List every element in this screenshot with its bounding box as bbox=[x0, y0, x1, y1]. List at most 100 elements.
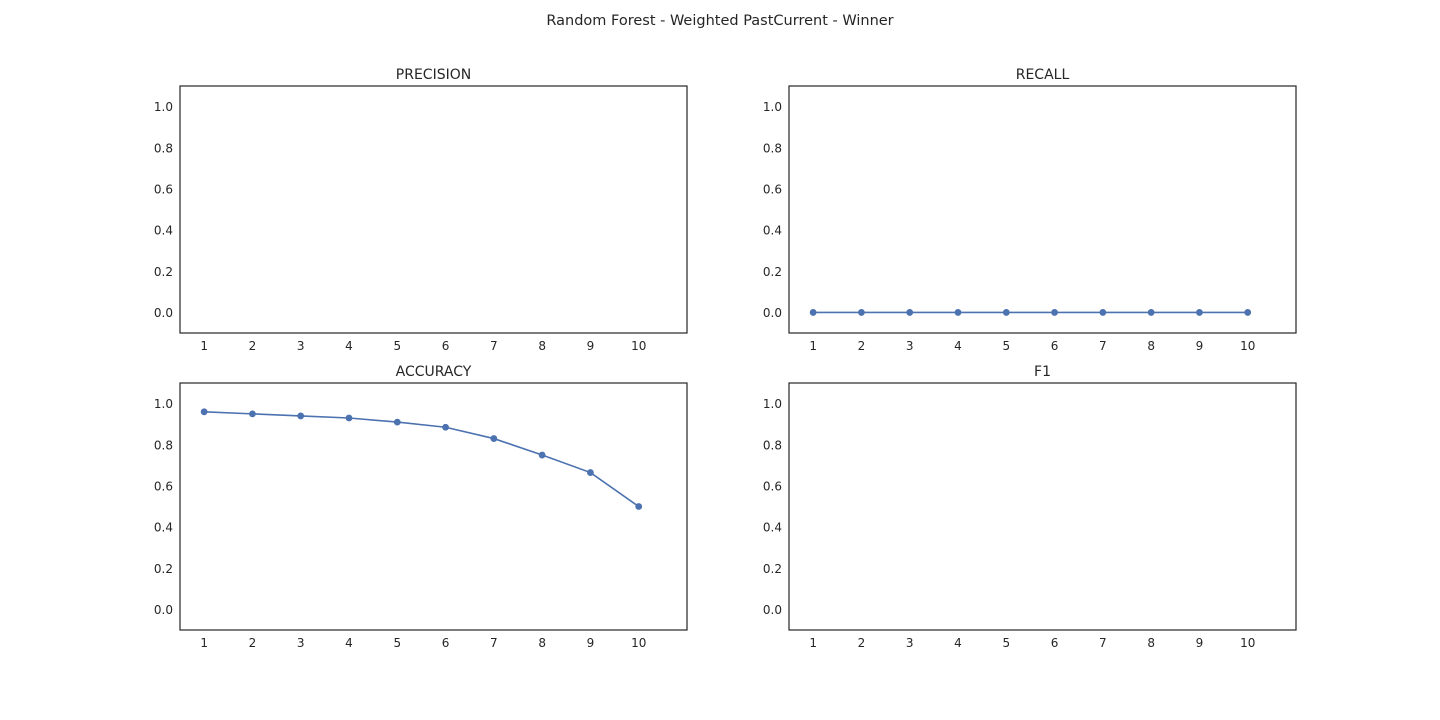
y-tick-label: 0.8 bbox=[763, 438, 782, 452]
y-tick-label: 0.4 bbox=[154, 224, 173, 238]
x-tick-label: 7 bbox=[1099, 339, 1107, 353]
subplot-title-precision: PRECISION bbox=[396, 67, 471, 83]
plot-area-accuracy bbox=[179, 382, 688, 631]
x-tick-label: 5 bbox=[1002, 339, 1010, 353]
series-line-accuracy bbox=[204, 411, 640, 508]
subplot-title-f1: F1 bbox=[1034, 364, 1051, 380]
x-tick-label: 3 bbox=[297, 636, 305, 650]
x-tick-label: 8 bbox=[538, 636, 546, 650]
plot-area-recall bbox=[788, 85, 1297, 334]
y-tick-label: 0.8 bbox=[154, 141, 173, 155]
x-tick-label: 4 bbox=[954, 339, 962, 353]
data-point bbox=[1002, 309, 1010, 316]
y-tick-label: 0.4 bbox=[154, 521, 173, 535]
subplot-title-accuracy: ACCURACY bbox=[396, 364, 472, 380]
y-tick-label: 0.6 bbox=[763, 479, 782, 493]
x-tick-label: 3 bbox=[906, 636, 914, 650]
x-tick-label: 9 bbox=[587, 339, 595, 353]
x-tick-label: 8 bbox=[538, 339, 546, 353]
subplot-f1: F1 1 2 3 4 5 6 7 8 9 10 0.0 0.2 0.4 0.6 0.8 1.0 bbox=[763, 364, 1297, 650]
figure-title: Random Forest - Weighted PastCurrent - W… bbox=[546, 13, 893, 29]
x-tick-label: 3 bbox=[297, 339, 305, 353]
data-point bbox=[345, 414, 353, 422]
y-tick-label: 0.8 bbox=[763, 141, 782, 155]
y-tick-label: 1.0 bbox=[154, 397, 173, 411]
x-tick-label: 2 bbox=[858, 339, 866, 353]
y-tick-label: 0.8 bbox=[154, 438, 173, 452]
x-tick-label: 1 bbox=[809, 339, 817, 353]
x-tick-label: 9 bbox=[1196, 636, 1204, 650]
y-tick-label: 0.2 bbox=[763, 265, 782, 279]
x-tick-label: 5 bbox=[1002, 636, 1010, 650]
y-tick-label: 0.0 bbox=[763, 306, 782, 320]
subplot-precision: PRECISION 1 2 3 4 5 6 7 8 9 10 0.0 0.2 0.4 0.6 0.8 1.0 bbox=[154, 67, 688, 353]
y-tick-label: 1.0 bbox=[763, 397, 782, 411]
y-tick-label: 0.0 bbox=[154, 603, 173, 617]
subplot-title-recall: RECALL bbox=[1016, 67, 1070, 83]
data-point bbox=[809, 309, 817, 316]
data-point bbox=[635, 503, 643, 510]
subplot-recall: RECALL 1 2 3 4 5 6 7 8 9 10 0.0 0.2 0.4 0.6 0.8 1.0 bbox=[763, 67, 1297, 353]
data-point bbox=[858, 309, 865, 316]
x-tick-label: 1 bbox=[200, 339, 208, 353]
plot-area-precision bbox=[179, 85, 688, 334]
subplot-accuracy: ACCURACY 1 2 3 4 5 6 7 8 9 10 0.0 0.2 0.4 0.6 0.8 1.0 bbox=[154, 364, 688, 650]
data-point bbox=[297, 412, 305, 420]
y-tick-label: 0.6 bbox=[763, 182, 782, 196]
plot-area-f1 bbox=[788, 382, 1297, 631]
y-tick-label: 0.2 bbox=[154, 562, 173, 576]
x-tick-label: 9 bbox=[1196, 339, 1204, 353]
x-tick-label: 10 bbox=[631, 339, 646, 353]
data-point bbox=[906, 309, 914, 316]
x-tick-label: 7 bbox=[1099, 636, 1107, 650]
y-tick-label: 0.6 bbox=[154, 182, 173, 196]
data-point bbox=[1147, 309, 1155, 316]
y-tick-label: 1.0 bbox=[154, 100, 173, 114]
x-tick-label: 7 bbox=[490, 636, 498, 650]
y-tick-label: 0.0 bbox=[154, 306, 173, 320]
data-point bbox=[1244, 309, 1252, 316]
x-tick-label: 2 bbox=[858, 636, 866, 650]
data-point bbox=[1196, 309, 1203, 316]
data-point bbox=[954, 309, 962, 316]
data-point bbox=[249, 410, 256, 418]
x-tick-label: 1 bbox=[809, 636, 817, 650]
x-tick-label: 1 bbox=[200, 636, 208, 650]
y-tick-label: 0.4 bbox=[763, 521, 782, 535]
data-point bbox=[393, 418, 401, 426]
x-tick-label: 6 bbox=[442, 636, 450, 650]
x-tick-label: 5 bbox=[393, 636, 401, 650]
x-tick-label: 4 bbox=[345, 339, 353, 353]
data-point bbox=[490, 435, 498, 442]
y-tick-label: 0.2 bbox=[154, 265, 173, 279]
data-point bbox=[442, 423, 449, 431]
data-point bbox=[1051, 309, 1058, 316]
x-tick-label: 9 bbox=[587, 636, 595, 650]
x-tick-label: 2 bbox=[249, 339, 257, 353]
data-point bbox=[200, 408, 208, 416]
y-tick-label: 0.6 bbox=[154, 479, 173, 493]
data-point bbox=[1099, 309, 1107, 316]
data-point bbox=[538, 451, 546, 459]
x-tick-label: 7 bbox=[490, 339, 498, 353]
x-tick-label: 3 bbox=[906, 339, 914, 353]
x-tick-label: 8 bbox=[1147, 636, 1155, 650]
x-tick-label: 10 bbox=[631, 636, 646, 650]
x-tick-label: 6 bbox=[1051, 636, 1059, 650]
y-tick-label: 0.2 bbox=[763, 562, 782, 576]
x-tick-label: 6 bbox=[442, 339, 450, 353]
x-tick-label: 4 bbox=[954, 636, 962, 650]
y-tick-label: 1.0 bbox=[763, 100, 782, 114]
x-tick-label: 10 bbox=[1240, 636, 1255, 650]
x-tick-label: 5 bbox=[393, 339, 401, 353]
x-tick-label: 10 bbox=[1240, 339, 1255, 353]
y-tick-label: 0.0 bbox=[763, 603, 782, 617]
x-tick-label: 4 bbox=[345, 636, 353, 650]
x-tick-label: 6 bbox=[1051, 339, 1059, 353]
data-point bbox=[587, 469, 594, 476]
x-tick-label: 8 bbox=[1147, 339, 1155, 353]
y-tick-label: 0.4 bbox=[763, 224, 782, 238]
x-tick-label: 2 bbox=[249, 636, 257, 650]
